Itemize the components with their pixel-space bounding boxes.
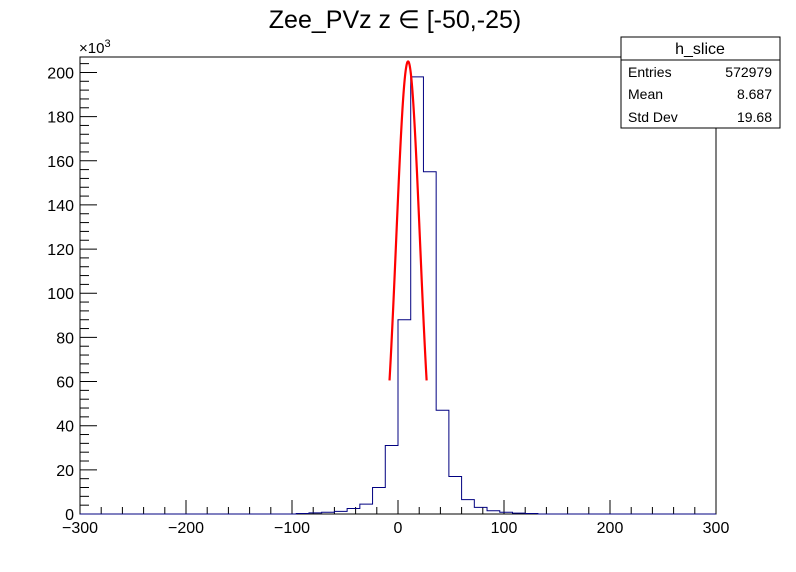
stats-entries-value: 572979 bbox=[725, 64, 772, 80]
stats-mean-label: Mean bbox=[628, 86, 663, 102]
y-tick-label: 180 bbox=[47, 110, 74, 127]
stats-mean-value: 8.687 bbox=[737, 86, 772, 102]
x-axis: −300 −200 −100 0 100 200 300 bbox=[62, 500, 729, 537]
stats-box-frame bbox=[620, 36, 781, 129]
y-tick-label: 80 bbox=[56, 330, 74, 347]
stats-entries-label: Entries bbox=[628, 64, 672, 80]
x-tick-label: −300 bbox=[62, 520, 98, 537]
x-tick-label: 0 bbox=[394, 520, 403, 537]
x-tick-label: −100 bbox=[274, 520, 310, 537]
x-tick-label: 300 bbox=[703, 520, 730, 537]
y-tick-label: 100 bbox=[47, 286, 74, 303]
y-tick-label: 200 bbox=[47, 65, 74, 82]
histogram-series bbox=[80, 76, 716, 515]
stats-box-title: h_slice bbox=[675, 41, 725, 58]
y-tick-label: 60 bbox=[56, 375, 74, 392]
x-tick-label: −200 bbox=[168, 520, 204, 537]
chart-title: Zee_PVz z ∈ [-50,-25) bbox=[269, 6, 521, 34]
gaussian-fit-curve bbox=[388, 60, 428, 381]
y-tick-label: 120 bbox=[47, 242, 74, 259]
stats-stddev-label: Std Dev bbox=[628, 109, 678, 125]
y-multiplier-label: ×103 bbox=[79, 38, 111, 57]
y-tick-label: 40 bbox=[56, 419, 74, 436]
y-tick-label: 20 bbox=[56, 463, 74, 480]
stats-stddev-value: 19.68 bbox=[737, 109, 772, 125]
y-tick-label: 0 bbox=[65, 507, 74, 524]
y-axis: 0 20 40 60 80 100 120 140 160 180 200 bbox=[47, 63, 97, 524]
x-tick-label: 200 bbox=[597, 520, 624, 537]
x-tick-label: 100 bbox=[491, 520, 518, 537]
stats-box: h_slice Entries 572979 Mean 8.687 Std De… bbox=[620, 36, 781, 129]
y-tick-label: 140 bbox=[47, 198, 74, 215]
y-tick-label: 160 bbox=[47, 154, 74, 171]
